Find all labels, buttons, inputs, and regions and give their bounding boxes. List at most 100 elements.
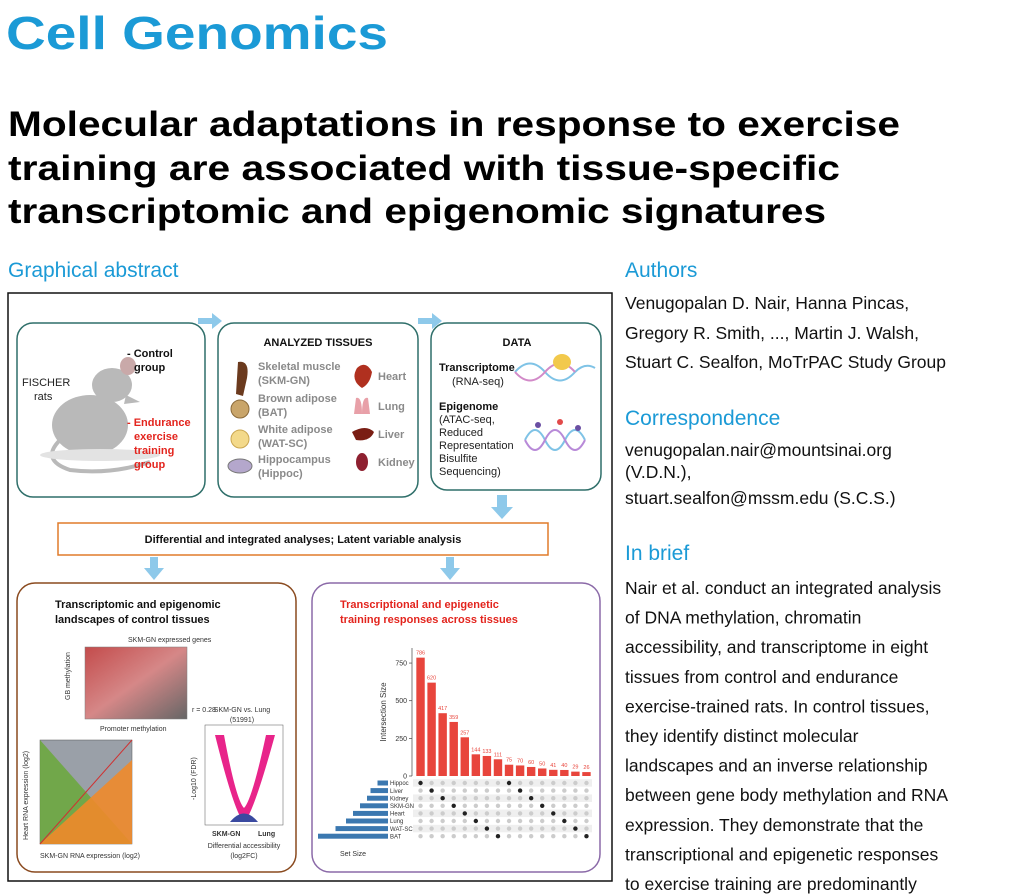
value-label: 111 xyxy=(494,752,502,758)
bar xyxy=(560,769,569,776)
value-label: 60 xyxy=(528,760,534,766)
matrix-dot xyxy=(551,796,556,801)
matrix-dot xyxy=(506,788,512,793)
set-name: Lung xyxy=(390,819,403,825)
plot-note: (51991) xyxy=(230,717,254,724)
set-bar xyxy=(360,803,388,809)
matrix-dot xyxy=(451,834,456,839)
matrix-dot xyxy=(551,788,556,793)
tissue-name: Liver xyxy=(378,429,405,441)
brief-line: between gene body methylation and RNA xyxy=(625,785,948,805)
bar xyxy=(526,766,536,776)
matrix-dot xyxy=(528,780,534,786)
tissue-name: Skeletal muscle xyxy=(258,361,341,373)
matrix-dot xyxy=(473,796,479,801)
matrix-dot xyxy=(440,834,445,839)
value-label: 144 xyxy=(471,747,480,753)
volcano-illustration xyxy=(204,724,284,826)
matrix-dot xyxy=(528,796,534,801)
matrix-dot xyxy=(451,826,456,831)
set-bar xyxy=(353,810,388,816)
data-label: Epigenome xyxy=(439,401,498,413)
matrix-dot xyxy=(528,818,534,824)
matrix-dot xyxy=(473,834,479,839)
matrix-dot xyxy=(440,818,445,824)
bar xyxy=(538,768,547,776)
bar xyxy=(427,682,436,776)
matrix-dot xyxy=(429,796,434,801)
matrix-dot xyxy=(495,818,501,824)
email-line: stuart.sealfon@mssm.edu (S.C.S.) xyxy=(625,488,896,508)
set-name: SKM-GN xyxy=(390,804,414,810)
value-label: 50 xyxy=(539,761,545,767)
matrix-dot xyxy=(451,788,456,793)
bar xyxy=(571,771,580,776)
matrix-dot xyxy=(562,803,567,808)
journal-name: Cell Genomics xyxy=(6,7,388,59)
bar xyxy=(416,657,425,776)
tissue-name: Lung xyxy=(378,401,405,413)
bar xyxy=(515,765,525,776)
matrix-dot xyxy=(528,803,534,808)
matrix-dot xyxy=(584,826,589,831)
matrix-dot xyxy=(551,818,556,824)
matrix-dot xyxy=(484,796,490,801)
matrix-dot xyxy=(562,811,567,816)
matrix-dot xyxy=(440,826,445,831)
matrix-dot xyxy=(484,826,490,831)
data-label: Reduced xyxy=(439,427,483,439)
section-heading: Authors xyxy=(625,259,697,282)
matrix-dot xyxy=(584,796,589,801)
matrix-dot xyxy=(473,780,479,786)
panel-title: training responses across tissues xyxy=(340,614,518,626)
matrix-dot xyxy=(584,818,589,824)
brief-line: they identify distinct molecular xyxy=(625,726,859,746)
matrix-dot xyxy=(440,780,445,786)
brief-line: tissues from control and endurance xyxy=(625,667,898,687)
matrix-dot xyxy=(418,826,423,831)
set-bar xyxy=(367,795,388,801)
matrix-dot xyxy=(495,826,501,831)
matrix-dot xyxy=(418,780,423,786)
matrix-row xyxy=(413,786,592,795)
matrix-dot xyxy=(451,818,456,824)
tissue-name: (WAT-SC) xyxy=(258,438,308,450)
matrix-dot xyxy=(573,796,578,801)
axis-label: SKM-GN RNA expression (log2) xyxy=(40,853,140,860)
matrix-dot xyxy=(562,818,567,824)
tissue-name: Brown adipose xyxy=(258,393,337,405)
matrix-dot xyxy=(540,780,545,786)
matrix-dot xyxy=(562,788,567,793)
group-label: - Control xyxy=(127,348,173,360)
brief-line: transcriptional and epigenetic responses xyxy=(625,844,938,864)
matrix-dot xyxy=(495,788,501,793)
set-bar xyxy=(335,826,388,832)
bar xyxy=(582,772,591,776)
matrix-dot xyxy=(429,780,434,786)
data-label: (RNA-seq) xyxy=(452,376,504,388)
matrix-dot xyxy=(540,811,545,816)
data-label: Transcriptome xyxy=(439,362,515,374)
matrix-dot xyxy=(540,788,545,793)
data-label: (ATAC-seq, xyxy=(439,414,495,426)
matrix-dot xyxy=(484,834,490,839)
value-label: 29 xyxy=(572,765,578,771)
matrix-dot xyxy=(528,826,534,831)
matrix-dot xyxy=(484,811,490,816)
in-brief-text: Nair et al. conduct an integrated analys… xyxy=(625,578,948,894)
matrix-dot xyxy=(562,796,567,801)
matrix-dot xyxy=(462,803,467,808)
matrix-dot xyxy=(473,788,479,793)
value-label: 786 xyxy=(416,651,425,657)
set-name: BAT xyxy=(390,834,402,840)
matrix-dot xyxy=(584,811,589,816)
matrix-dot xyxy=(440,803,445,808)
matrix-dot xyxy=(562,834,567,839)
value-label: 133 xyxy=(482,749,491,755)
matrix-dot xyxy=(440,811,445,816)
arrow xyxy=(491,495,513,519)
matrix-dot xyxy=(517,818,523,824)
set-name: Hippoc xyxy=(390,781,409,787)
matrix-dot xyxy=(429,826,434,831)
